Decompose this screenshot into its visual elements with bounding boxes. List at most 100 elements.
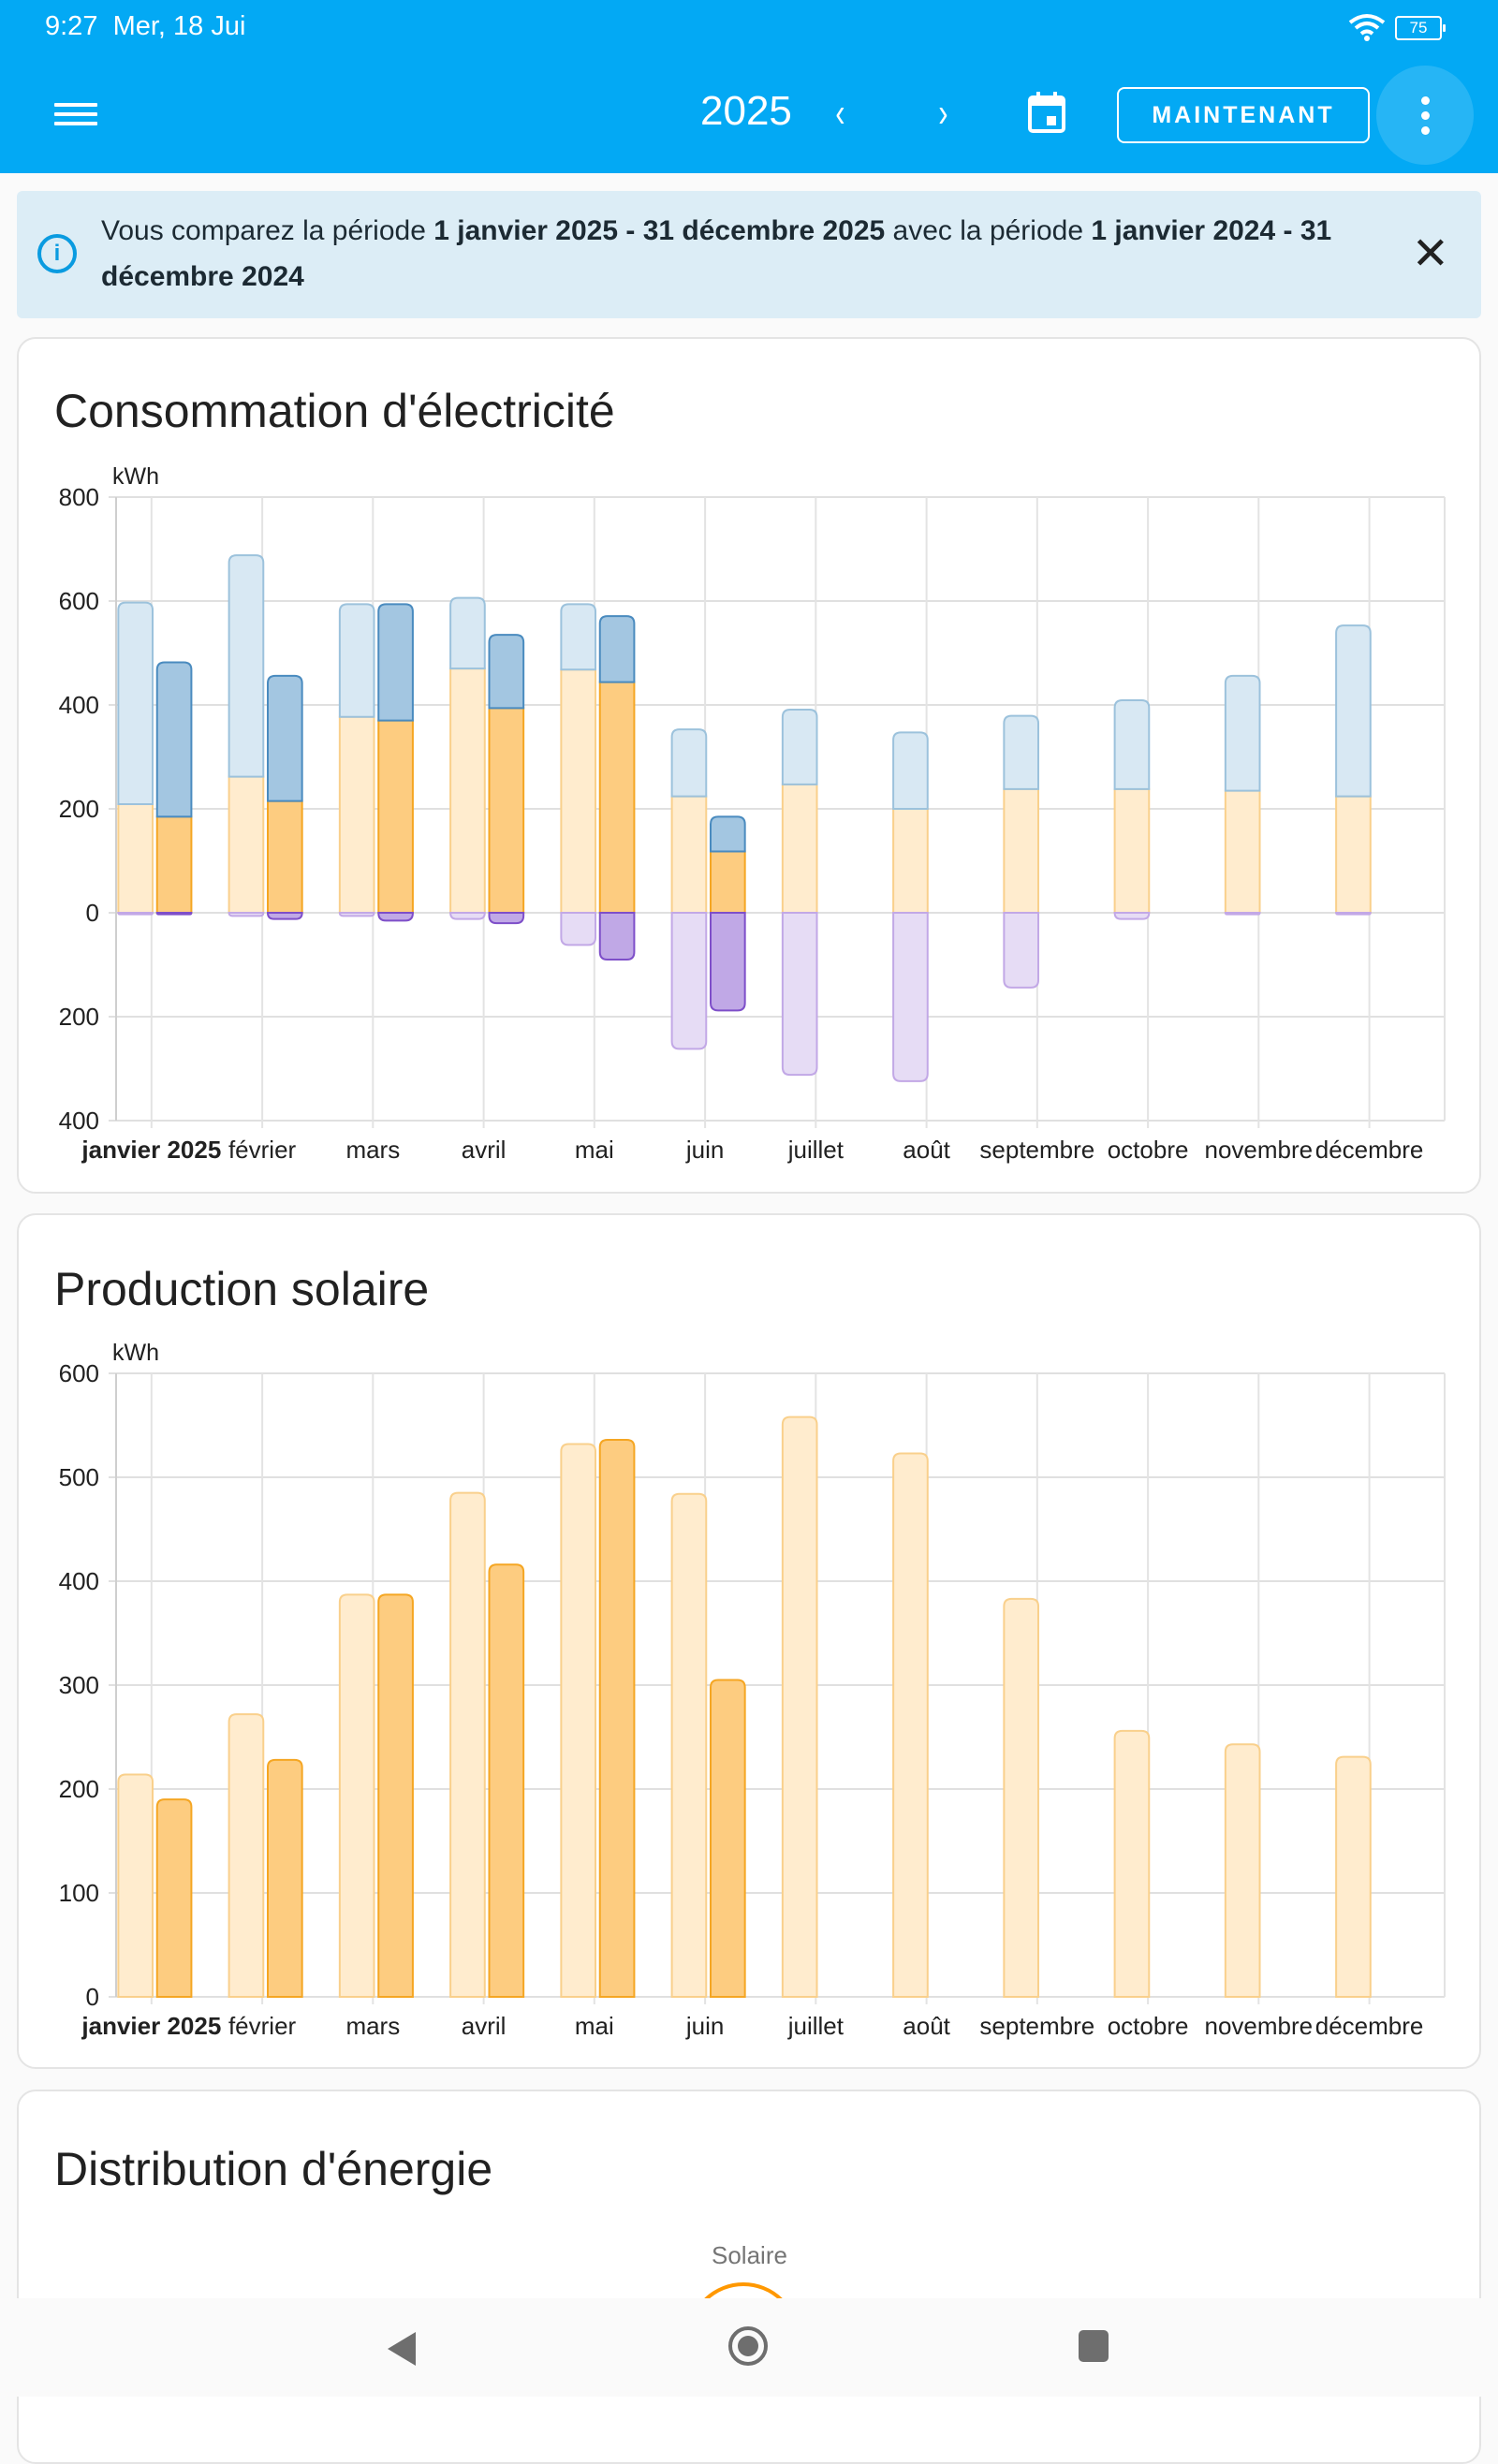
bar-return-segment[interactable] (228, 912, 265, 917)
status-time: 9:27 Mer, 18 Jui (45, 11, 245, 42)
back-icon[interactable] (388, 2332, 416, 2366)
bar-return-segment[interactable] (560, 912, 597, 946)
bar-solar-2025[interactable] (377, 1593, 414, 1998)
bar-grid-segment[interactable] (117, 601, 154, 806)
bar-return-segment[interactable] (781, 912, 818, 1077)
chevron-left-icon[interactable]: ‹ (835, 90, 845, 136)
bar-solar-segment[interactable] (598, 681, 636, 914)
bar-solar-segment[interactable] (892, 808, 929, 914)
bar-grid-segment[interactable] (892, 731, 929, 810)
bar-solar-2024[interactable] (1003, 1597, 1040, 1998)
bar-solar-2024[interactable] (1224, 1743, 1261, 1998)
bar-solar-segment[interactable] (449, 667, 486, 914)
bar-grid-segment[interactable] (488, 634, 525, 710)
bar-return-segment[interactable] (670, 912, 708, 1050)
bar-solar-segment[interactable] (377, 719, 414, 914)
bar-solar-2025[interactable] (488, 1563, 525, 1998)
bar-solar-segment[interactable] (1224, 789, 1261, 915)
bar-solar-2024[interactable] (560, 1443, 597, 1998)
bar-grid-segment[interactable] (560, 603, 597, 671)
bar-grid-segment[interactable] (1113, 699, 1151, 790)
home-icon[interactable] (728, 2326, 768, 2366)
bar-solar-segment[interactable] (560, 668, 597, 914)
now-button[interactable]: MAINTENANT (1117, 87, 1370, 143)
bar-grid-segment[interactable] (781, 708, 818, 785)
x-tick-label: mars (345, 2012, 400, 2040)
bar-return-segment[interactable] (710, 912, 746, 1012)
x-tick-label: mai (575, 1136, 614, 1164)
y-tick-label: 300 (59, 1671, 99, 1699)
x-tick-label: septembre (979, 2012, 1094, 2040)
calendar-icon[interactable] (1028, 92, 1065, 133)
bar-solar-segment[interactable] (1335, 795, 1372, 914)
y-tick-label: 200 (59, 1003, 99, 1031)
bar-grid-segment[interactable] (670, 728, 708, 798)
bar-return-segment[interactable] (1335, 912, 1372, 916)
distribution-card: Distribution d'énergie Solaire (17, 2090, 1481, 2464)
bar-grid-segment[interactable] (267, 674, 303, 802)
bar-grid-segment[interactable] (338, 603, 375, 718)
bar-solar-2024[interactable] (449, 1491, 486, 1998)
bar-grid-segment[interactable] (377, 603, 414, 722)
bar-return-segment[interactable] (338, 912, 375, 917)
bar-solar-segment[interactable] (488, 707, 525, 914)
bar-grid-segment[interactable] (1003, 714, 1040, 790)
bar-return-segment[interactable] (117, 912, 154, 916)
bar-solar-segment[interactable] (117, 803, 154, 915)
bar-solar-2025[interactable] (155, 1798, 193, 1998)
y-tick-label: 0 (86, 899, 99, 927)
bar-solar-2024[interactable] (670, 1492, 708, 1998)
solar-card: Production solaire kWh 600 500 400 300 200 100… (17, 1213, 1481, 2069)
bar-solar-2024[interactable] (117, 1773, 154, 1998)
bar-solar-2024[interactable] (1335, 1755, 1372, 1998)
bar-solar-segment[interactable] (710, 850, 746, 915)
y-tick-label: 500 (59, 1463, 99, 1491)
x-tick-label: janvier 2025 (81, 1136, 221, 1164)
bar-solar-2024[interactable] (781, 1415, 818, 1998)
bar-grid-segment[interactable] (710, 815, 746, 853)
bar-grid-segment[interactable] (155, 661, 193, 818)
bar-solar-2024[interactable] (1113, 1729, 1151, 1998)
bar-solar-2024[interactable] (892, 1452, 929, 1998)
bar-grid-segment[interactable] (228, 554, 265, 778)
bar-solar-2024[interactable] (228, 1713, 265, 1998)
bar-solar-2025[interactable] (267, 1758, 303, 1998)
bar-return-segment[interactable] (1113, 912, 1151, 920)
bar-return-segment[interactable] (449, 912, 486, 920)
bar-solar-segment[interactable] (1003, 787, 1040, 914)
x-tick-label: février (228, 1136, 297, 1164)
bar-return-segment[interactable] (267, 912, 303, 920)
menu-button[interactable] (54, 97, 97, 131)
bar-return-segment[interactable] (598, 912, 636, 961)
bar-solar-2025[interactable] (598, 1439, 636, 1998)
battery-icon: 75 (1395, 16, 1446, 40)
y-tick-label: 800 (59, 483, 99, 511)
bar-solar-segment[interactable] (1113, 787, 1151, 914)
bar-solar-segment[interactable] (155, 815, 193, 915)
bar-return-segment[interactable] (377, 912, 414, 922)
bar-solar-2024[interactable] (338, 1593, 375, 1998)
bar-return-segment[interactable] (1224, 912, 1261, 916)
bars-group (117, 554, 1372, 1082)
bar-solar-segment[interactable] (338, 715, 375, 915)
bar-solar-segment[interactable] (670, 795, 708, 914)
bar-grid-segment[interactable] (1335, 624, 1372, 798)
bar-solar-segment[interactable] (781, 783, 818, 915)
x-tick-label: décembre (1315, 1136, 1424, 1164)
bar-grid-segment[interactable] (598, 615, 636, 683)
bar-return-segment[interactable] (892, 912, 929, 1082)
chevron-right-icon[interactable]: › (938, 90, 948, 136)
bar-grid-segment[interactable] (1224, 674, 1261, 792)
more-options-button[interactable] (1376, 66, 1474, 165)
bar-solar-segment[interactable] (228, 775, 265, 914)
bar-solar-2025[interactable] (710, 1679, 746, 1998)
bar-solar-segment[interactable] (267, 799, 303, 914)
bar-grid-segment[interactable] (449, 596, 486, 670)
banner-message: Vous comparez la période 1 janvier 2025 … (101, 208, 1393, 300)
recents-icon[interactable] (1079, 2330, 1109, 2362)
status-icons: 75 (1348, 13, 1446, 43)
bar-return-segment[interactable] (155, 912, 193, 916)
close-icon[interactable]: ✕ (1411, 229, 1449, 279)
bar-return-segment[interactable] (488, 912, 525, 925)
bar-return-segment[interactable] (1003, 912, 1040, 989)
